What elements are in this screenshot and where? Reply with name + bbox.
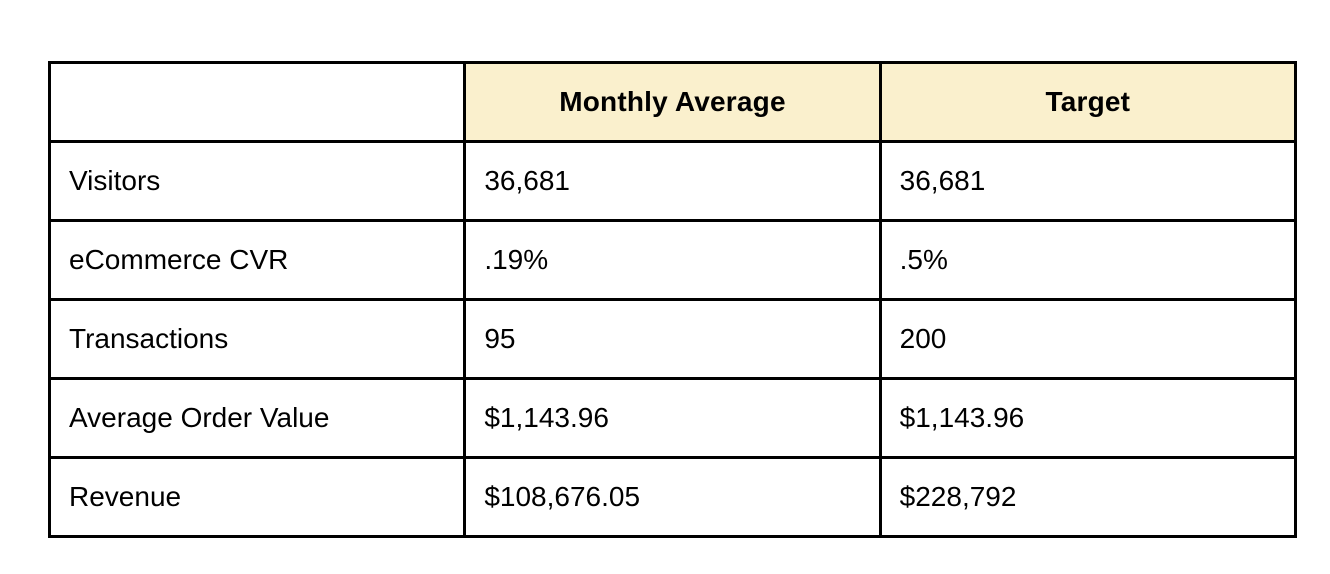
header-row: Monthly Average Target xyxy=(47,61,1298,143)
row-label-cell[interactable]: Visitors xyxy=(47,140,467,222)
table-row: eCommerce CVR .19% .5% xyxy=(47,219,1298,301)
value-cell[interactable]: 36,681 xyxy=(878,140,1298,222)
value-cell[interactable]: .19% xyxy=(463,219,882,301)
table-row: Average Order Value $1,143.96 $1,143.96 xyxy=(47,377,1298,459)
row-label-cell[interactable]: eCommerce CVR xyxy=(47,219,467,301)
value-cell[interactable]: $1,143.96 xyxy=(463,377,882,459)
table-body: Visitors 36,681 36,681 eCommerce CVR .19% .5%… xyxy=(47,140,1298,538)
value-cell[interactable]: $228,792 xyxy=(878,456,1298,538)
corner-cell[interactable] xyxy=(47,61,467,143)
header-cell-monthly-average[interactable]: Monthly Average xyxy=(463,61,882,143)
value-cell[interactable]: 95 xyxy=(463,298,882,380)
value-cell[interactable]: $1,143.96 xyxy=(878,377,1298,459)
kpi-table: Monthly Average Target Visitors 36,681 36,… xyxy=(47,61,1298,538)
table-row: Visitors 36,681 36,681 xyxy=(47,140,1298,222)
value-cell[interactable]: .5% xyxy=(878,219,1298,301)
value-cell[interactable]: 200 xyxy=(878,298,1298,380)
table-row: Transactions 95 200 xyxy=(47,298,1298,380)
value-cell[interactable]: 36,681 xyxy=(463,140,882,222)
row-label-cell[interactable]: Average Order Value xyxy=(47,377,467,459)
row-label-cell[interactable]: Transactions xyxy=(47,298,467,380)
header-cell-target[interactable]: Target xyxy=(878,61,1298,143)
row-label-cell[interactable]: Revenue xyxy=(47,456,467,538)
table-row: Revenue $108,676.05 $228,792 xyxy=(47,456,1298,538)
value-cell[interactable]: $108,676.05 xyxy=(463,456,882,538)
